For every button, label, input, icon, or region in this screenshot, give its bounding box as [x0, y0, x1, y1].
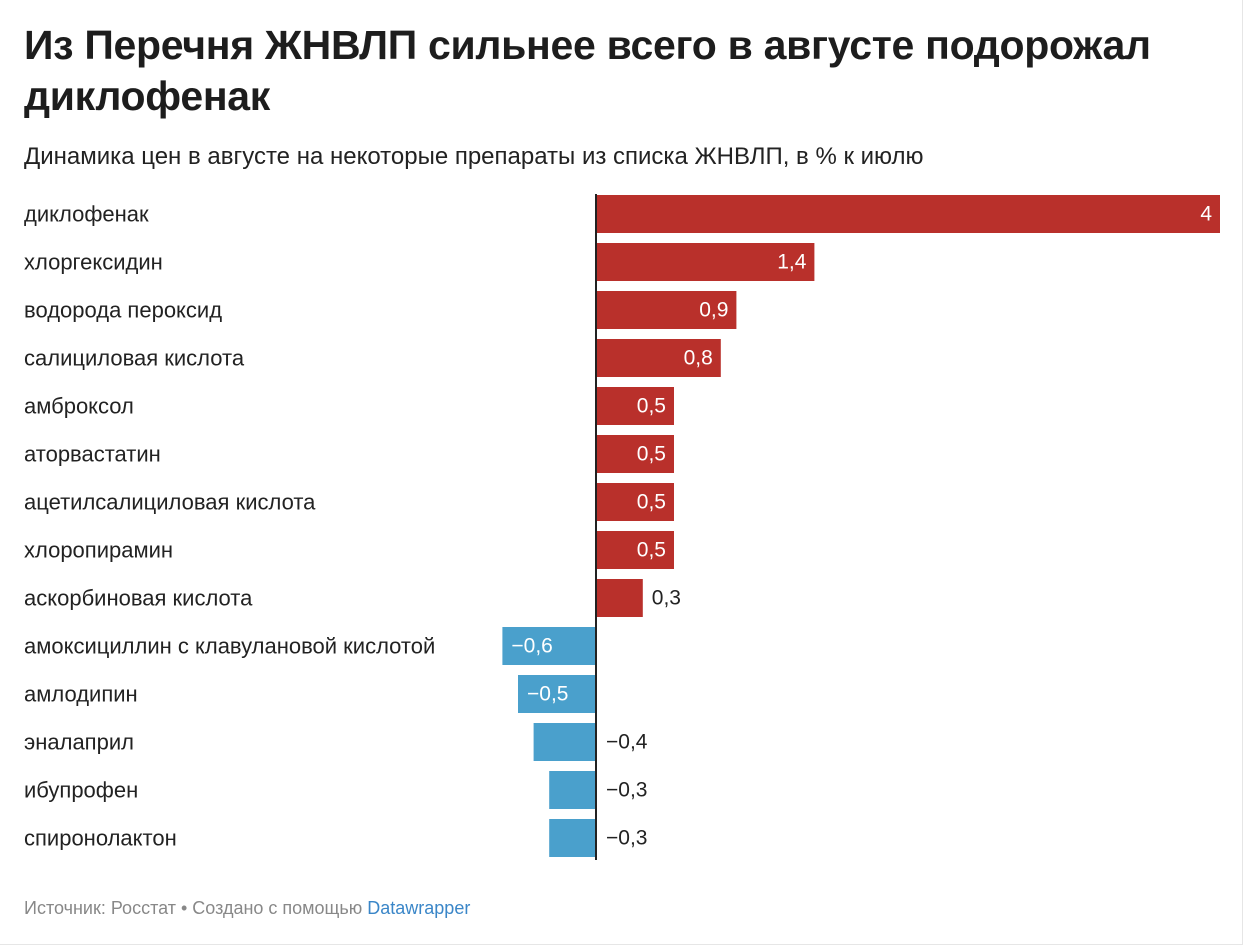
bar-negative	[549, 771, 596, 809]
bar-positive	[596, 291, 737, 329]
category-label: ацетилсалициловая кислота	[24, 490, 316, 515]
category-label: амброксол	[24, 394, 134, 419]
value-label: −0,6	[511, 635, 552, 658]
category-label: эналаприл	[24, 730, 134, 755]
bar-positive	[596, 531, 674, 569]
value-label: 0,5	[637, 395, 666, 418]
category-label: амлодипин	[24, 682, 138, 707]
chart-subtitle: Динамика цен в августе на некоторые преп…	[24, 143, 924, 170]
value-label: −0,5	[527, 683, 568, 706]
value-label: 0,9	[699, 299, 728, 322]
category-label: аскорбиновая кислота	[24, 586, 253, 611]
bar-chart: диклофенак 4 хлоргексидин 1,4 водорода перок…	[24, 194, 1220, 860]
category-label: ибупрофен	[24, 778, 138, 803]
value-label: 0,5	[637, 491, 666, 514]
value-label: −0,4	[606, 731, 648, 754]
bar-positive	[596, 483, 674, 521]
value-label: 1,4	[777, 251, 807, 274]
value-label: 4	[1200, 203, 1212, 226]
bar-positive	[596, 195, 1220, 233]
bar-positive	[596, 435, 674, 473]
value-label: 0,5	[637, 539, 666, 562]
bar-positive	[596, 339, 721, 377]
bar-negative	[549, 819, 596, 857]
value-label: 0,8	[684, 347, 713, 370]
bar-positive	[596, 387, 674, 425]
bar-positive	[596, 243, 815, 281]
value-label: 0,3	[652, 587, 681, 610]
category-label: салициловая кислота	[24, 346, 245, 371]
footer: Источник: Росстат • Создано с помощью Da…	[24, 898, 470, 919]
category-label: хлоропирамин	[24, 538, 173, 563]
bar-positive	[596, 579, 643, 617]
category-label: спиронолактон	[24, 826, 177, 851]
bar-negative	[533, 723, 596, 761]
source-note: Источник: Росстат • Создано с помощью	[24, 898, 363, 918]
bar-negative	[502, 627, 596, 665]
value-label: −0,3	[606, 827, 647, 850]
category-label: хлоргексидин	[24, 250, 163, 275]
datawrapper-link[interactable]: Datawrapper	[367, 898, 471, 918]
category-label: водорода пероксид	[24, 298, 222, 323]
category-label: диклофенак	[24, 202, 149, 227]
category-label: амоксициллин с клавулановой кислотой	[24, 634, 435, 659]
category-label: аторвастатин	[24, 442, 161, 467]
value-label: 0,5	[637, 443, 666, 466]
value-label: −0,3	[606, 779, 647, 802]
bar-negative	[518, 675, 596, 713]
chart-title: Из Перечня ЖНВЛП сильнее всего в августе…	[24, 22, 1151, 119]
